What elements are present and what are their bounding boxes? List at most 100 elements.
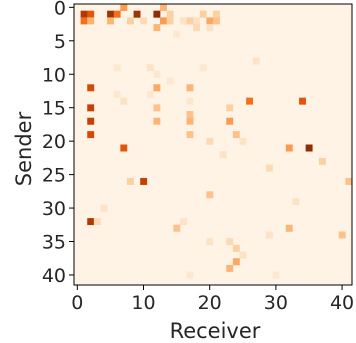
heatmap-cell: [120, 97, 128, 105]
heatmap-cell: [107, 10, 115, 18]
heatmap-cell: [160, 4, 167, 11]
heatmap-cell: [186, 111, 194, 119]
heatmap-cell: [166, 10, 174, 18]
heatmap-cell: [87, 10, 95, 18]
heatmap-cell: [232, 244, 240, 252]
y-tick-label: 40: [42, 265, 66, 287]
heatmap-cell: [179, 17, 187, 25]
y-tick-label: 0: [54, 0, 66, 19]
x-tick-label: 40: [330, 292, 354, 314]
heatmap-cell: [186, 97, 194, 105]
heatmap-cell: [265, 231, 273, 239]
plot-frame: [73, 3, 353, 286]
heatmap-cell: [305, 144, 313, 152]
heatmap-cell: [226, 238, 234, 246]
y-tick-label: 20: [42, 131, 66, 153]
heatmap-cell: [179, 218, 187, 226]
heatmap-cell: [265, 164, 273, 172]
heatmap-cell: [345, 177, 353, 185]
heatmap-cell: [206, 191, 214, 199]
heatmap-cell: [186, 17, 194, 25]
heatmap-cell: [100, 204, 108, 212]
heatmap-cell: [246, 97, 254, 105]
heatmap-cell: [338, 231, 346, 239]
heatmap-cell: [213, 10, 220, 18]
heatmap-cell: [206, 17, 214, 25]
heatmap-cell: [206, 238, 214, 246]
heatmap-cell: [80, 17, 88, 25]
heatmap-cell: [153, 84, 161, 92]
heatmap-cell: [133, 10, 141, 18]
x-axis-label: Receiver: [170, 319, 261, 343]
heatmap-cell: [232, 258, 240, 266]
heatmap-cell: [120, 4, 128, 11]
heatmap-cell: [113, 90, 121, 98]
heatmap-cell: [186, 271, 194, 279]
heatmap-cell: [166, 17, 174, 25]
heatmap-cell: [140, 177, 148, 185]
heatmap-cell: [285, 224, 293, 232]
x-tick-label: 20: [198, 292, 222, 314]
heatmap-cell: [206, 24, 214, 32]
heatmap-cell: [252, 57, 260, 65]
heatmap-cell: [153, 70, 161, 78]
heatmap-cell: [318, 157, 326, 165]
heatmap-cell: [87, 117, 95, 125]
heatmap-cell: [146, 90, 154, 98]
heatmap-cell: [226, 104, 234, 112]
heatmap-cell: [80, 10, 88, 18]
y-tick-label: 35: [42, 232, 66, 254]
heatmap-cell: [292, 198, 300, 206]
x-tick-label: 30: [264, 292, 288, 314]
heatmap-cell: [153, 10, 161, 18]
heatmap-cell: [113, 10, 121, 18]
heatmap-cell: [93, 218, 101, 226]
heatmap-cell: [272, 271, 280, 279]
heatmap-cell: [87, 104, 95, 112]
x-tick-label: 0: [71, 292, 83, 314]
y-axis: 0 5 10 15 20 25 30 35 40: [42, 0, 74, 287]
heatmap-cell: [87, 218, 95, 226]
heatmap-cell: [126, 177, 134, 185]
heatmap-cell: [239, 137, 247, 145]
heatmap-cell: [226, 117, 234, 125]
heatmap-cell: [299, 97, 306, 105]
heatmap-cell: [193, 24, 201, 32]
heatmap-cell: [153, 104, 161, 112]
heatmap-cell: [153, 117, 161, 125]
heatmap-cell: [87, 131, 95, 139]
heatmap-cell: [199, 10, 207, 18]
heatmap-cell: [199, 64, 207, 72]
heatmap-cell: [126, 17, 134, 25]
heatmap-cell: [87, 84, 95, 92]
x-axis: 0 10 20 30 40: [71, 285, 354, 314]
heatmap-cell: [226, 264, 234, 272]
heatmap-cell: [173, 30, 181, 38]
y-tick-label: 15: [42, 98, 66, 120]
heatmap-cell: [113, 64, 121, 72]
heatmap-cell: [153, 24, 161, 32]
heatmap-cell: [186, 131, 194, 139]
heatmap-cell: [285, 144, 293, 152]
heatmap-cell: [219, 151, 227, 159]
heatmap-cell: [107, 17, 115, 25]
heatmap-cell: [87, 17, 95, 25]
heatmap-cell: [232, 131, 240, 139]
heatmap-cell: [186, 84, 194, 92]
heatmap-cell: [120, 144, 128, 152]
heatmap-cell: [160, 17, 167, 25]
heatmap-cell: [186, 117, 194, 125]
y-tick-label: 25: [42, 165, 66, 187]
y-tick-label: 30: [42, 198, 66, 220]
heatmap-cell: [193, 17, 201, 25]
heatmap-cell: [146, 64, 154, 72]
y-tick-label: 5: [54, 31, 66, 53]
heatmap-cell: [239, 251, 247, 259]
heatmap-cell: [206, 137, 214, 145]
heatmap-cells: [74, 4, 353, 285]
y-axis-label: Sender: [12, 111, 36, 186]
y-tick-label: 10: [42, 64, 66, 86]
heatmap-cell: [173, 224, 181, 232]
x-tick-label: 10: [131, 292, 155, 314]
